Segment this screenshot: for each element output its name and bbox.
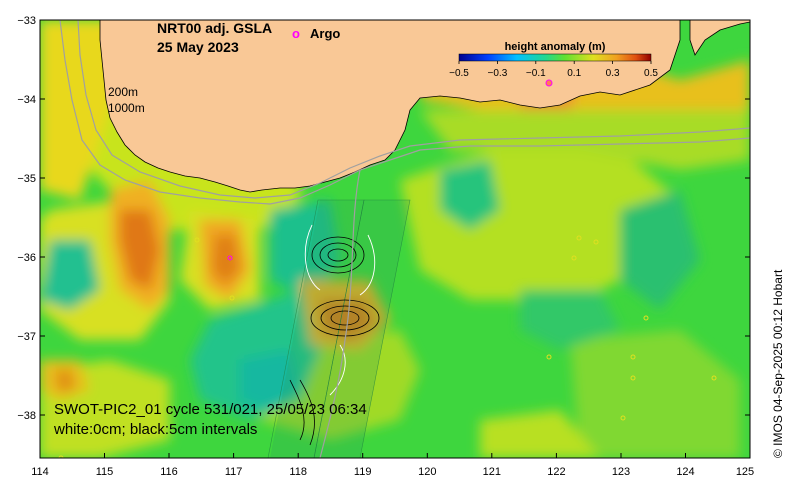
colorbar-gradient (458, 53, 652, 62)
x-tick-label: 114 (31, 466, 49, 478)
x-tick-label: 120 (418, 466, 436, 478)
y-tick-label: −34 (17, 94, 36, 106)
x-tick-marks (39, 453, 751, 458)
colorbar-title: height anomaly (m) (505, 41, 606, 53)
map-date: 25 May 2023 (157, 39, 239, 55)
y-tick-labels: −33 −34 −35 −36 −37 −38 (17, 15, 36, 422)
y-tick-label: −37 (17, 331, 36, 343)
copyright-notice: © IMOS 04-Sep-2025 00:12 Hobart (771, 269, 785, 458)
map-title: NRT00 adj. GSLA (157, 20, 272, 36)
map-plot-area (40, 20, 750, 458)
x-tick-label: 119 (354, 466, 372, 478)
x-tick-labels: 114 115 116 117 118 119 120 121 122 123 … (31, 466, 754, 478)
colorbar-tick-label: −0.5 (449, 68, 469, 79)
y-tick-label: −35 (17, 173, 36, 185)
colorbar: height anomaly (m) −0.5 −0.3 −0.1 0.1 0.… (449, 41, 658, 79)
swot-caption-line1: SWOT-PIC2_01 cycle 531/021, 25/05/23 06:… (54, 401, 367, 418)
bathymetry-label-200m: 200m (108, 85, 138, 99)
y-tick-label: −36 (17, 252, 36, 264)
bathymetry-contours (59, 20, 750, 458)
argo-legend-marker-icon: o (292, 26, 300, 41)
colorbar-tick-label: 0.1 (567, 68, 581, 79)
y-tick-label: −38 (17, 410, 36, 422)
plot-frame (39, 19, 751, 459)
x-tick-label: 121 (483, 466, 501, 478)
land-mass-east (689, 20, 750, 56)
x-tick-label: 124 (676, 466, 694, 478)
land-mass (99, 20, 681, 193)
swot-black-contours (289, 236, 380, 446)
y-tick-marks (40, 19, 750, 416)
bathymetry-label-1000m: 1000m (108, 101, 145, 115)
argo-markers (58, 79, 717, 458)
argo-legend-label: Argo (310, 26, 340, 41)
swot-caption-line2: white:0cm; black:5cm intervals (53, 421, 257, 438)
y-tick-label: −33 (17, 15, 36, 27)
x-tick-label: 125 (736, 466, 754, 478)
x-tick-label: 118 (289, 466, 307, 478)
x-tick-label: 116 (160, 466, 178, 478)
swot-white-contours (304, 224, 376, 396)
x-tick-label: 115 (96, 466, 114, 478)
colorbar-tick-label: 0.3 (606, 68, 620, 79)
x-tick-label: 123 (612, 466, 630, 478)
x-tick-label: 122 (547, 466, 565, 478)
colorbar-tick-label: −0.3 (488, 68, 508, 79)
colorbar-tick-label: 0.5 (644, 68, 658, 79)
colorbar-tick-label: −0.1 (526, 68, 546, 79)
x-tick-label: 117 (225, 466, 243, 478)
